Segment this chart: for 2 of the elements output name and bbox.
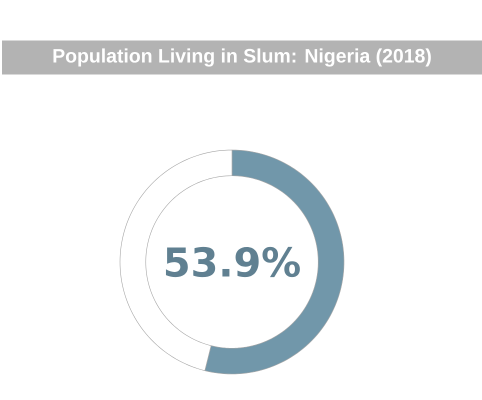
data-label: 53.9% [166,246,300,278]
chart-title: Population Living in Slum: Nigeria (2018) [54,48,431,67]
